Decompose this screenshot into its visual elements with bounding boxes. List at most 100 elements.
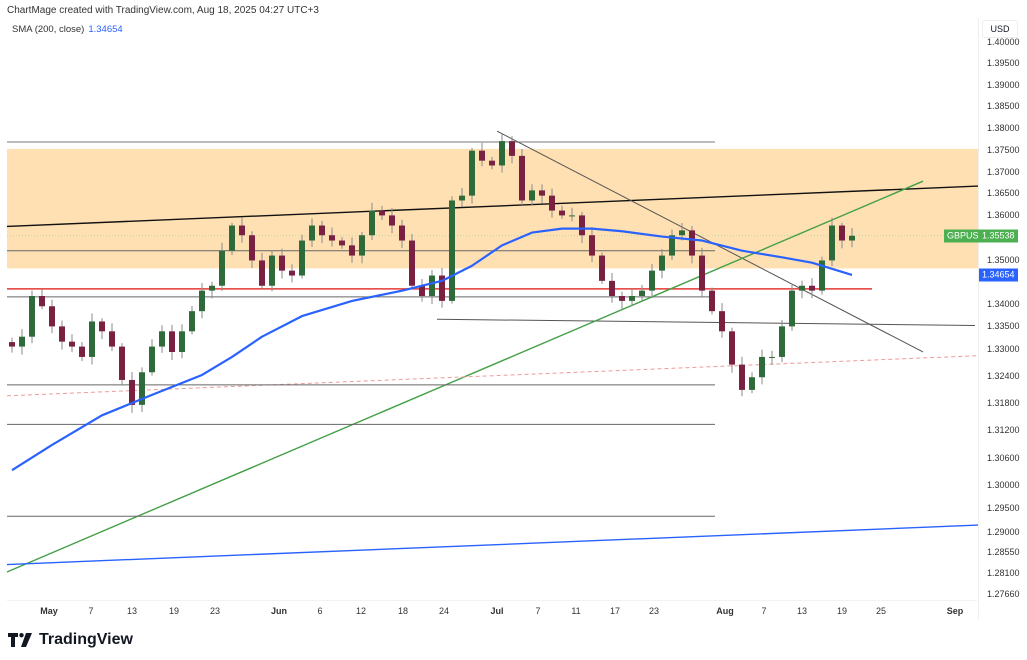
candle-down	[249, 235, 255, 261]
candle-up	[159, 331, 165, 347]
time-tick: 25	[875, 606, 887, 616]
price-tick: 1.40000	[987, 37, 1020, 47]
candle-up	[669, 235, 675, 256]
candle-down	[279, 255, 285, 271]
candle-down	[379, 210, 385, 216]
candle-up	[499, 141, 505, 166]
candle-up	[849, 235, 855, 241]
price-tick: 1.35000	[987, 254, 1020, 265]
candle-up	[459, 195, 465, 201]
candle-down	[109, 331, 115, 347]
candle-down	[119, 346, 125, 380]
candle-down	[9, 342, 15, 347]
candle-down	[329, 235, 335, 241]
candle-up	[139, 372, 145, 405]
candle-down	[559, 210, 565, 216]
candle-up	[639, 290, 645, 296]
candle-up	[149, 346, 155, 373]
price-tick: 1.33500	[987, 321, 1020, 332]
candle-down	[169, 331, 175, 352]
candle-down	[809, 285, 815, 291]
candle-down	[699, 255, 705, 291]
candle-down	[419, 285, 425, 296]
tradingview-logo-icon	[8, 633, 32, 647]
time-tick: 12	[355, 606, 367, 616]
chart-credit: ChartMage created with TradingView.com, …	[7, 5, 319, 16]
candle-down	[339, 240, 345, 246]
price-tick: 1.38000	[987, 123, 1020, 134]
price-tick: 1.39500	[987, 58, 1020, 69]
candle-down	[719, 311, 725, 332]
sma-legend-title: SMA (200, close)	[12, 24, 85, 35]
ascending-channel-line	[6, 185, 978, 228]
price-chart[interactable]	[0, 0, 978, 620]
time-tick: 7	[761, 606, 767, 616]
candle-down	[489, 160, 495, 166]
candle-down	[589, 235, 595, 256]
candle-up	[469, 150, 475, 196]
candle-down	[239, 225, 245, 236]
candle-up	[819, 260, 825, 291]
candle-up	[309, 225, 315, 241]
candle-down	[79, 346, 85, 357]
candle-up	[429, 275, 435, 296]
candle-up	[209, 285, 215, 291]
time-tick: 23	[648, 606, 660, 616]
tradingview-logo-text: TradingView	[39, 631, 133, 648]
candle-up	[219, 250, 225, 286]
candle-up	[799, 285, 805, 291]
time-tick: Sep	[946, 606, 964, 616]
price-tick: 1.39000	[987, 79, 1020, 90]
price-tick: 1.33000	[987, 343, 1020, 354]
price-tick: 1.31800	[987, 398, 1020, 409]
candle-up	[529, 190, 535, 201]
sma-price-label: 1.34654	[979, 268, 1018, 282]
time-tick: 19	[836, 606, 848, 616]
price-tick: 1.28550	[987, 547, 1020, 558]
candle-down	[729, 331, 735, 365]
sma-legend[interactable]: SMA (200, close) 1.34654	[12, 24, 123, 35]
candle-down	[99, 321, 105, 332]
candle-up	[229, 225, 235, 251]
time-tick: Aug	[716, 606, 734, 616]
candle-up	[659, 255, 665, 271]
price-tick: 1.34000	[987, 299, 1020, 310]
last-price-label: 1.35538	[979, 229, 1018, 243]
time-tick: 13	[796, 606, 808, 616]
candle-down	[549, 195, 555, 211]
candle-down	[289, 270, 295, 276]
candle-down	[129, 379, 135, 405]
sma-legend-value: 1.34654	[88, 24, 123, 35]
candle-down	[519, 155, 525, 201]
price-tick: 1.30000	[987, 480, 1020, 491]
candle-up	[829, 225, 835, 261]
candle-up	[189, 311, 195, 332]
candle-up	[269, 255, 275, 286]
price-tick: 1.36500	[987, 188, 1020, 199]
tradingview-logo: TradingView	[8, 631, 133, 649]
candle-up	[299, 240, 305, 276]
candle-down	[399, 225, 405, 241]
candle-up	[649, 270, 655, 291]
candle-up	[749, 377, 755, 390]
currency-label[interactable]: USD	[982, 20, 1018, 38]
candle-down	[579, 215, 585, 236]
time-tick: 13	[126, 606, 138, 616]
candle-up	[449, 200, 455, 301]
candle-up	[89, 321, 95, 357]
sma-200-line	[11, 227, 853, 472]
price-tick: 1.37000	[987, 166, 1020, 177]
candle-down	[839, 225, 845, 241]
candle-up	[629, 295, 635, 301]
candle-down	[49, 306, 55, 327]
time-tick: 19	[168, 606, 180, 616]
time-axis[interactable]: May 7 13 19 23 Jun 6 12 18 24 Jul 7 11 17 23 Aug 7 13 19 25…	[7, 600, 977, 621]
price-tick: 1.30600	[987, 452, 1020, 463]
time-tick: 11	[571, 606, 581, 616]
candle-down	[69, 341, 75, 347]
price-axis[interactable]: 1.40000 1.39500 1.39000 1.38500 1.38000 1.375…	[978, 18, 1023, 620]
price-tick: 1.31200	[987, 425, 1020, 436]
symbol-name: GBPUSD	[947, 230, 986, 241]
candle-down	[259, 260, 265, 286]
candle-down	[709, 290, 715, 312]
